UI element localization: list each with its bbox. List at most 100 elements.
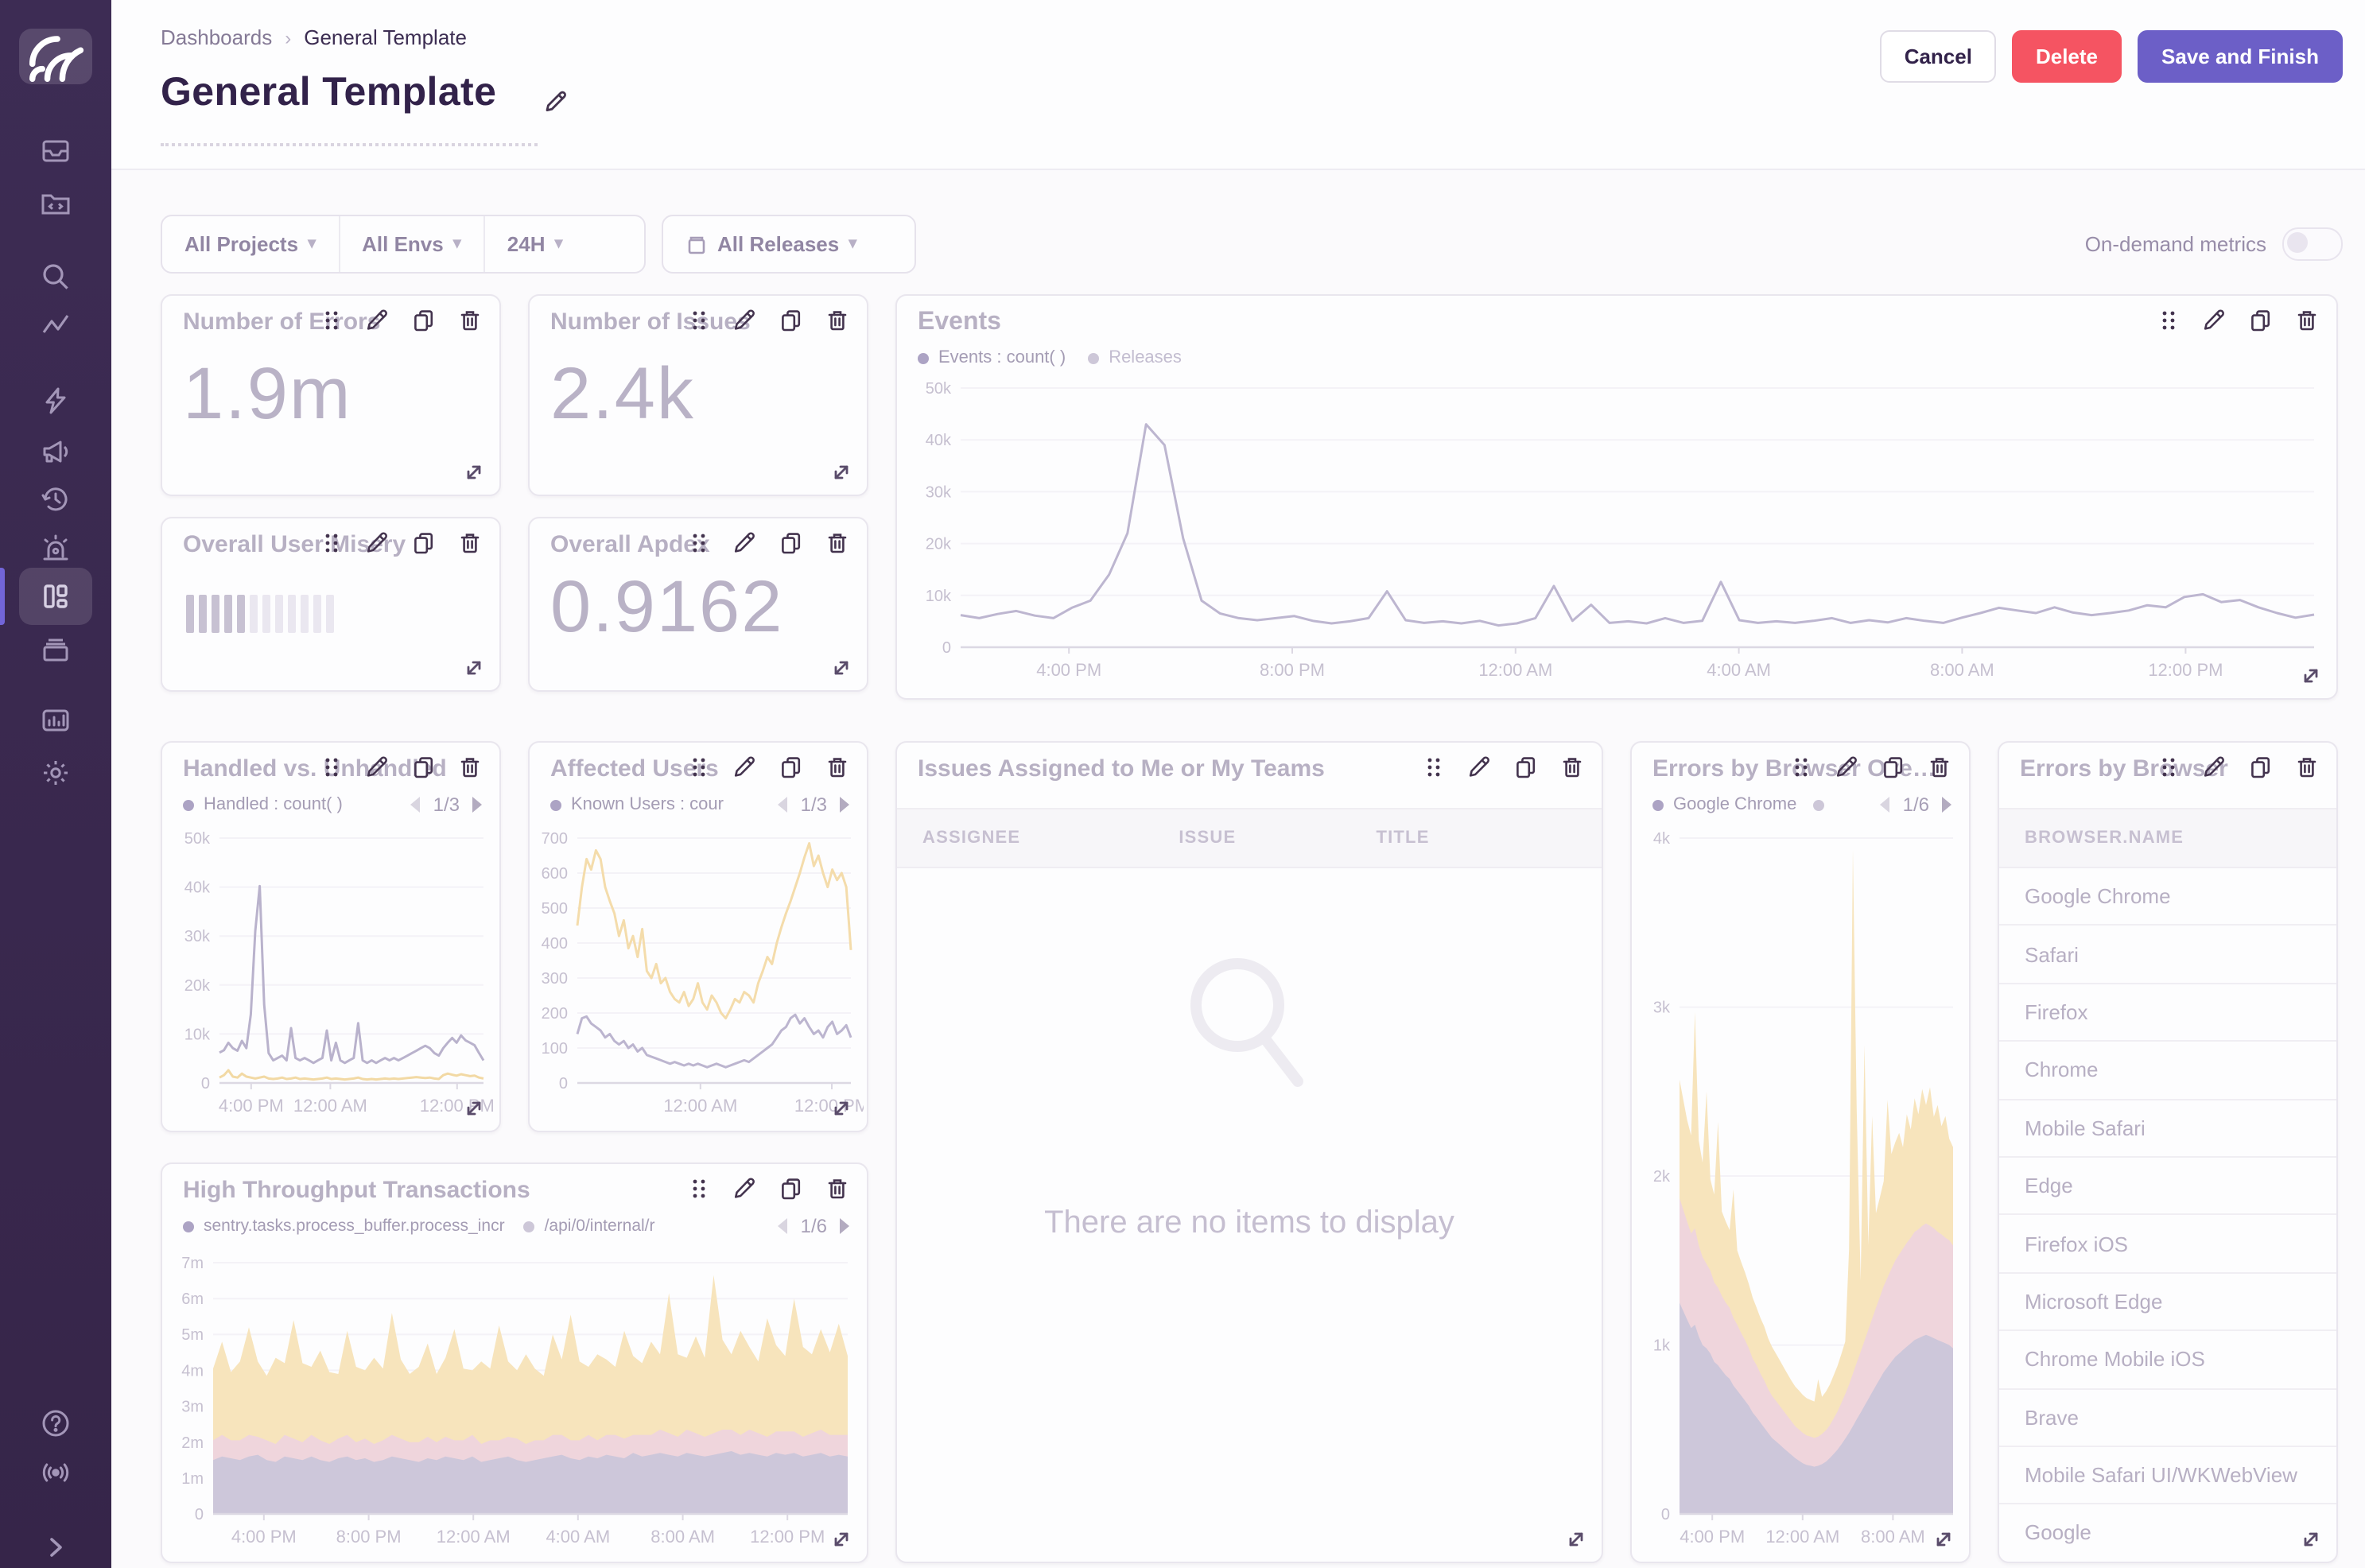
environment-filter[interactable]: All Envs ▾ — [338, 216, 483, 272]
duplicate-icon[interactable] — [2249, 309, 2273, 332]
drag-handle-icon[interactable] — [320, 755, 344, 779]
collapse-chevron-icon[interactable] — [38, 1530, 73, 1565]
broadcast-icon[interactable] — [38, 1455, 73, 1490]
replay-clock-icon[interactable] — [38, 482, 73, 517]
drag-handle-icon[interactable] — [687, 309, 711, 332]
edit-pencil-icon[interactable] — [366, 309, 390, 332]
next-page-icon[interactable] — [1939, 795, 1955, 814]
legend-label[interactable]: Handled : count( ) — [204, 795, 343, 814]
edit-pencil-icon[interactable] — [2203, 309, 2227, 332]
duplicate-icon[interactable] — [412, 309, 436, 332]
prev-page-icon[interactable] — [775, 795, 791, 814]
period-filter[interactable]: 24H ▾ — [483, 216, 585, 272]
resize-handle-icon[interactable] — [463, 657, 485, 679]
duplicate-icon[interactable] — [779, 755, 803, 779]
lightning-icon[interactable] — [38, 383, 73, 418]
delete-trash-icon[interactable] — [1560, 755, 1584, 779]
drag-handle-icon[interactable] — [687, 755, 711, 779]
cancel-button[interactable]: Cancel — [1880, 30, 1996, 83]
drag-handle-icon[interactable] — [687, 1177, 711, 1201]
edit-pencil-icon[interactable] — [733, 1177, 757, 1201]
next-page-icon[interactable] — [837, 1217, 852, 1236]
drag-handle-icon[interactable] — [687, 531, 711, 555]
resize-handle-icon[interactable] — [2300, 1528, 2322, 1551]
legend-label[interactable]: Events : count( ) — [938, 348, 1066, 367]
duplicate-icon[interactable] — [779, 309, 803, 332]
duplicate-icon[interactable] — [412, 755, 436, 779]
delete-button[interactable]: Delete — [2011, 30, 2122, 83]
megaphone-icon[interactable] — [38, 433, 73, 468]
prev-page-icon[interactable] — [408, 795, 424, 814]
performance-zigzag-icon[interactable] — [38, 309, 73, 343]
delete-trash-icon[interactable] — [2295, 755, 2319, 779]
breadcrumb-dashboards[interactable]: Dashboards — [161, 25, 273, 49]
edit-pencil-icon[interactable] — [733, 755, 757, 779]
duplicate-icon[interactable] — [412, 531, 436, 555]
prev-page-icon[interactable] — [1878, 795, 1893, 814]
projects-folder-icon[interactable] — [38, 186, 73, 221]
delete-trash-icon[interactable] — [825, 531, 849, 555]
delete-trash-icon[interactable] — [458, 531, 482, 555]
delete-trash-icon[interactable] — [825, 755, 849, 779]
issues-inbox-icon[interactable] — [38, 134, 73, 169]
edit-pencil-icon[interactable] — [733, 531, 757, 555]
resize-handle-icon[interactable] — [1565, 1528, 1587, 1551]
next-page-icon[interactable] — [469, 795, 485, 814]
delete-trash-icon[interactable] — [825, 1177, 849, 1201]
next-page-icon[interactable] — [837, 795, 852, 814]
releases-filter[interactable]: All Releases ▾ — [662, 215, 916, 274]
drag-handle-icon[interactable] — [1422, 755, 1446, 779]
edit-pencil-icon[interactable] — [2203, 755, 2227, 779]
siren-icon[interactable] — [38, 531, 73, 566]
delete-trash-icon[interactable] — [825, 309, 849, 332]
stats-icon[interactable] — [38, 703, 73, 738]
delete-trash-icon[interactable] — [458, 755, 482, 779]
resize-handle-icon[interactable] — [830, 1528, 852, 1551]
resize-handle-icon[interactable] — [830, 461, 852, 483]
empty-state: There are no items to display — [897, 868, 1602, 1562]
edit-pencil-icon[interactable] — [1835, 755, 1859, 779]
svg-text:40k: 40k — [184, 879, 211, 897]
legend-label[interactable]: Known Users : cour — [571, 795, 724, 814]
resize-handle-icon[interactable] — [830, 657, 852, 679]
save-and-finish-button[interactable]: Save and Finish — [2138, 30, 2343, 83]
duplicate-icon[interactable] — [1882, 755, 1905, 779]
duplicate-icon[interactable] — [2249, 755, 2273, 779]
legend-pagination: 1/3 — [408, 794, 485, 816]
drag-handle-icon[interactable] — [320, 309, 344, 332]
on-demand-metrics-toggle[interactable] — [2282, 227, 2343, 261]
settings-gear-icon[interactable] — [38, 755, 73, 790]
resize-handle-icon[interactable] — [1932, 1528, 1955, 1551]
help-icon[interactable] — [38, 1406, 73, 1441]
duplicate-icon[interactable] — [1514, 755, 1538, 779]
resize-handle-icon[interactable] — [463, 1097, 485, 1120]
resize-handle-icon[interactable] — [830, 1097, 852, 1120]
resize-handle-icon[interactable] — [2300, 665, 2322, 687]
dashboards-icon[interactable] — [38, 579, 73, 614]
delete-trash-icon[interactable] — [1928, 755, 1951, 779]
sidebar-item-dashboards[interactable] — [19, 568, 92, 625]
sentry-logo-icon[interactable] — [19, 29, 92, 84]
drag-handle-icon[interactable] — [2157, 309, 2181, 332]
archive-icon[interactable] — [38, 631, 73, 666]
duplicate-icon[interactable] — [779, 1177, 803, 1201]
duplicate-icon[interactable] — [779, 531, 803, 555]
edit-pencil-icon[interactable] — [1468, 755, 1492, 779]
drag-handle-icon[interactable] — [320, 531, 344, 555]
edit-pencil-icon[interactable] — [366, 755, 390, 779]
drag-handle-icon[interactable] — [2157, 755, 2181, 779]
resize-handle-icon[interactable] — [463, 461, 485, 483]
legend-label[interactable]: sentry.tasks.process_buffer.process_incr — [204, 1217, 505, 1236]
legend-label[interactable]: Google Chrome — [1673, 795, 1797, 814]
edit-title-pencil-icon[interactable] — [544, 89, 569, 114]
project-filter[interactable]: All Projects ▾ — [184, 232, 316, 256]
search-icon[interactable] — [38, 259, 73, 294]
prev-page-icon[interactable] — [775, 1217, 791, 1236]
edit-pencil-icon[interactable] — [733, 309, 757, 332]
legend-label[interactable]: /api/0/internal/r — [544, 1217, 655, 1236]
edit-pencil-icon[interactable] — [366, 531, 390, 555]
delete-trash-icon[interactable] — [2295, 309, 2319, 332]
delete-trash-icon[interactable] — [458, 309, 482, 332]
drag-handle-icon[interactable] — [1789, 755, 1813, 779]
legend-label[interactable]: Releases — [1109, 348, 1182, 367]
